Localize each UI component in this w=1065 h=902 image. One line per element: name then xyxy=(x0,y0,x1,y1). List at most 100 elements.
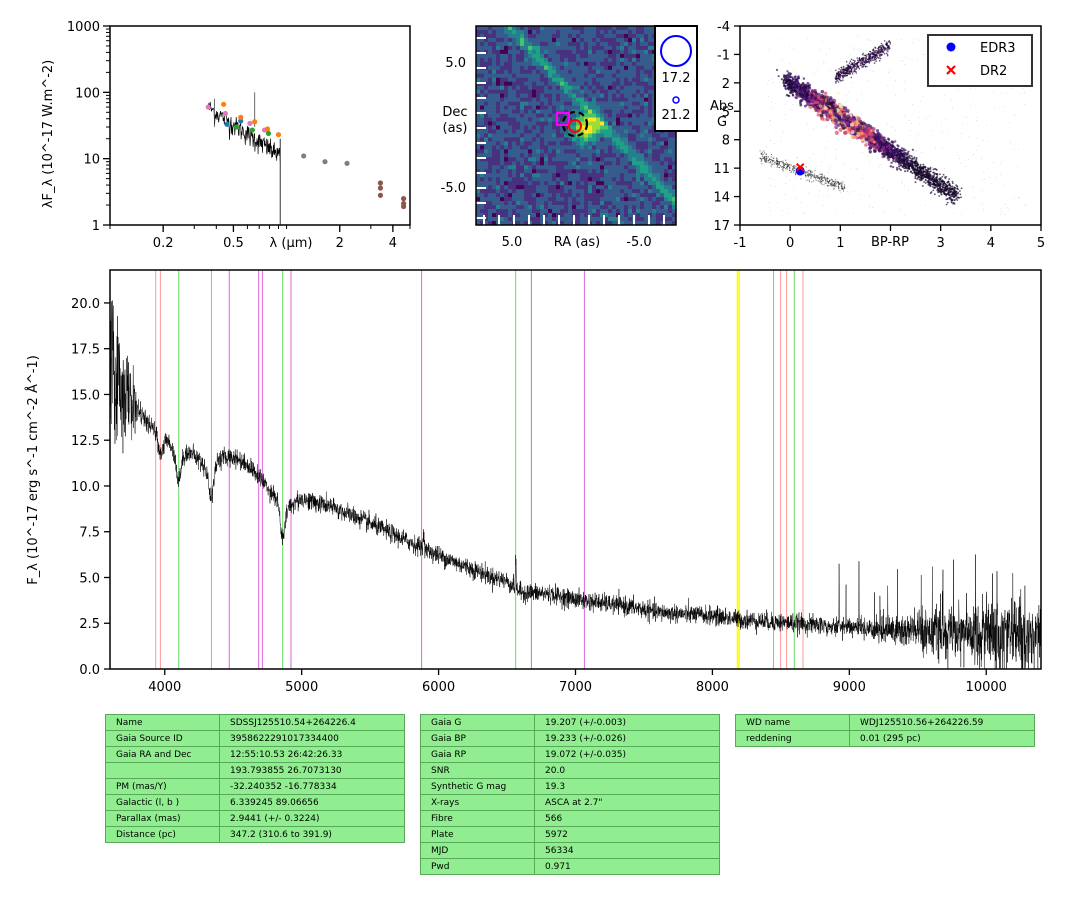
wd-info-row: WD name WDJ125510.56+264226.59 xyxy=(735,714,1035,731)
sed-y-tick-label: 1 xyxy=(92,219,100,234)
table-key-cell: Plate xyxy=(420,826,535,843)
sed-point xyxy=(238,118,244,124)
photometry-row: Gaia BP 19.233 (+/-0.026) xyxy=(420,730,720,747)
spectrum-y-tick-label: 5.0 xyxy=(79,571,100,586)
table-value-cell: ASCA at 2.7" xyxy=(534,794,720,811)
spectrum-flux-line xyxy=(110,295,1041,669)
mag-bright-label: 17.2 xyxy=(662,71,691,86)
table-key-cell: X-rays xyxy=(420,794,535,811)
table-key-cell: Pwd xyxy=(420,858,535,875)
table-value-cell: 20.0 xyxy=(534,762,720,779)
table-key-cell: MJD xyxy=(420,842,535,859)
sed-point xyxy=(377,185,384,191)
sed-point xyxy=(275,132,282,138)
table-value-cell: 5972 xyxy=(534,826,720,843)
spectrum-x-tick-label: 6000 xyxy=(422,680,455,695)
spectrum-y-tick-label: 10.0 xyxy=(71,480,100,495)
table-key-cell: Gaia BP xyxy=(420,730,535,747)
sed-point xyxy=(401,203,407,210)
photometry-row: Synthetic G mag 19.3 xyxy=(420,778,720,795)
table-key-cell: Fibre xyxy=(420,810,535,827)
wd-info-row: reddening 0.01 (295 pc) xyxy=(735,730,1035,747)
hrd-x-axis-label: BP-RP xyxy=(871,235,909,250)
table-value-cell: 6.339245 89.06656 xyxy=(219,794,405,811)
table-key-cell: Name xyxy=(105,714,220,731)
photometry-row: Pwd 0.971 xyxy=(420,858,720,875)
table-value-cell: WDJ125510.56+264226.59 xyxy=(849,714,1035,731)
hrd-x-tick-label: 0 xyxy=(786,236,794,251)
table-value-cell: 56334 xyxy=(534,842,720,859)
spectrum-y-tick-label: 15.0 xyxy=(71,388,100,403)
image-y-axis-label-line2: (as) xyxy=(443,121,468,136)
sed-x-tick-label: 0.5 xyxy=(223,236,244,251)
mag-faint-marker-icon xyxy=(672,96,680,104)
photometry-row: Gaia RP 19.072 (+/-0.035) xyxy=(420,746,720,763)
legend-dr2-marker-icon xyxy=(946,65,956,75)
spectrum-x-tick-label: 5000 xyxy=(285,680,318,695)
position-circle-icon xyxy=(568,119,582,133)
sed-y-tick-label: 100 xyxy=(75,86,100,101)
sed-y-tick-label: 1000 xyxy=(67,20,100,35)
hrd-frame xyxy=(739,25,1042,226)
table-value-cell: 19.233 (+/-0.026) xyxy=(534,730,720,747)
table-value-cell: 19.072 (+/-0.035) xyxy=(534,746,720,763)
photometry-row: Plate 5972 xyxy=(420,826,720,843)
spectrum-y-tick-label: 7.5 xyxy=(79,526,100,541)
source-info-row: PM (mas/Y) -32.240352 -16.778334 xyxy=(105,778,405,795)
hrd-legend: EDR3 DR2 xyxy=(927,34,1033,87)
image-y-tick-label: -5.0 xyxy=(441,181,466,196)
target-circle-icon xyxy=(561,110,589,138)
spectrum-panel: 4000 5000 6000 7000 8000 9000 10000 0.0 2.5 5.0 7.… xyxy=(25,269,1042,695)
sed-point xyxy=(301,153,307,159)
sed-point xyxy=(401,196,407,202)
source-info-row: Parallax (mas) 2.9441 (+/- 0.3224) xyxy=(105,810,405,827)
mag-faint-label: 21.2 xyxy=(662,108,691,123)
spectrum-y-axis-label: F_λ (10^-17 erg s^-1 cm^-2 Å^-1) xyxy=(25,355,41,585)
source-info-table: Name SDSSJ125510.54+264226.4 Gaia Source I… xyxy=(105,714,405,843)
sed-point xyxy=(224,121,230,127)
table-key-cell: WD name xyxy=(735,714,850,731)
sed-y-tick-label: 10 xyxy=(83,153,100,168)
table-key-cell: SNR xyxy=(420,762,535,779)
hrd-x-tick-label: -1 xyxy=(734,236,747,251)
sed-point xyxy=(344,160,350,166)
table-value-cell: 193.793855 26.7073130 xyxy=(219,762,405,779)
hrd-panel: -1 0 1 3 4 5 -4 -1 2 5 8 11 14 17 BP-RP Abs G EDR3 DR… xyxy=(710,20,1045,251)
table-key-cell: PM (mas/Y) xyxy=(105,778,220,795)
sed-point xyxy=(222,110,228,117)
hrd-y-tick-label: 11 xyxy=(713,162,730,177)
table-value-cell: -32.240352 -16.778334 xyxy=(219,778,405,795)
photometry-row: Fibre 566 xyxy=(420,810,720,827)
sed-x-axis-label: λ (μm) xyxy=(270,236,313,251)
source-info-row: Gaia Source ID 3958622291017334400 xyxy=(105,730,405,747)
sed-point xyxy=(249,127,255,133)
legend-edr3-label: EDR3 xyxy=(980,41,1016,56)
table-key-cell: Parallax (mas) xyxy=(105,810,220,827)
mag-bright-marker-icon xyxy=(660,35,692,67)
table-value-cell: 0.971 xyxy=(534,858,720,875)
spectrum-y-tick-label: 20.0 xyxy=(71,297,100,312)
gaia-square-icon xyxy=(556,112,570,126)
hrd-x-tick-label: 3 xyxy=(937,236,945,251)
photometry-row: Gaia G 19.207 (+/-0.003) xyxy=(420,714,720,731)
image-x-tick-label: 5.0 xyxy=(502,235,523,250)
sed-point xyxy=(252,119,258,125)
magnitude-legend: 17.2 21.2 xyxy=(654,25,698,132)
sed-point xyxy=(264,126,271,132)
sed-point xyxy=(322,159,328,165)
photometry-row: X-rays ASCA at 2.7" xyxy=(420,794,720,811)
photometry-table: Gaia G 19.207 (+/-0.003) Gaia BP 19.233 (+/… xyxy=(420,714,720,875)
hrd-x-tick-label: 1 xyxy=(836,236,844,251)
source-info-row: Name SDSSJ125510.54+264226.4 xyxy=(105,714,405,731)
source-info-row: Galactic (l, b ) 6.339245 89.06656 xyxy=(105,794,405,811)
hrd-y-axis-label-line1: Abs xyxy=(710,99,734,114)
photometry-row: SNR 20.0 xyxy=(420,762,720,779)
table-key-cell: Synthetic G mag xyxy=(420,778,535,795)
spectrum-y-tick-label: 17.5 xyxy=(71,343,100,358)
hrd-y-tick-label: -4 xyxy=(717,20,730,35)
hrd-y-axis-label-line2: G xyxy=(717,115,727,130)
source-info-row: Distance (pc) 347.2 (310.6 to 391.9) xyxy=(105,826,405,843)
sed-panel: 1 10 100 1000 0.2 0.5 2 4 λ (μm) λF_λ (10^-17 W… xyxy=(41,20,411,251)
hrd-y-tick-label: 5 xyxy=(722,105,730,120)
